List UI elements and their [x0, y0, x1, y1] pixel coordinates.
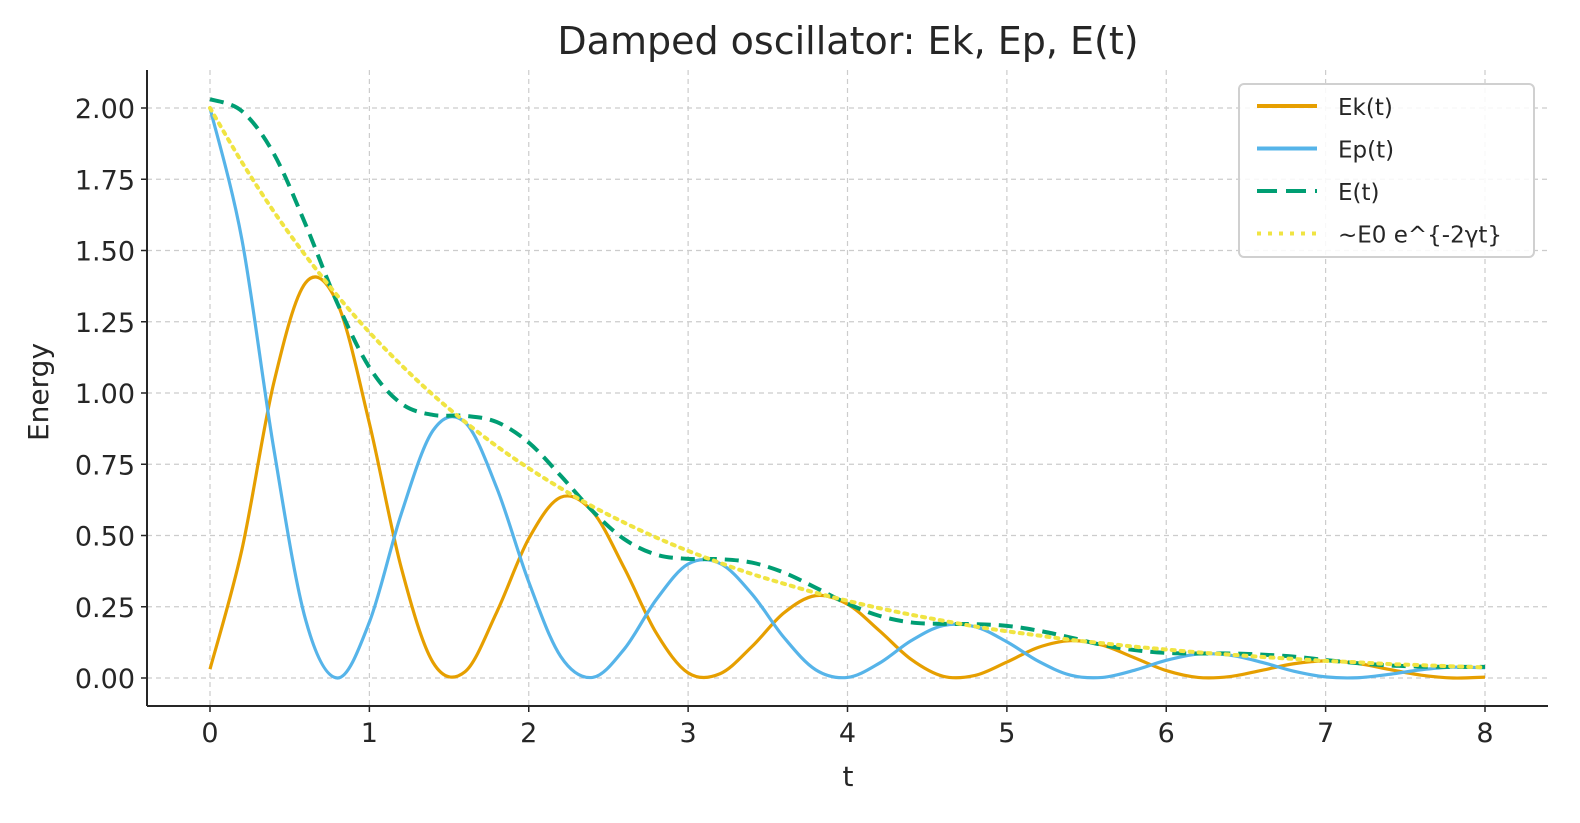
legend-box: [1238, 83, 1535, 258]
legend-label: Ek(t): [1338, 95, 1393, 121]
legend-label: ~E0 e^{-2γt}: [1338, 223, 1502, 249]
y-tick-label: 0.50: [75, 522, 135, 553]
y-tick-label: 1.00: [75, 379, 135, 410]
x-tick-label: 8: [1476, 718, 1493, 749]
envelope-line: [208, 106, 1487, 670]
x-tick-label: 0: [201, 718, 218, 749]
ep-line: [208, 107, 1486, 680]
x-tick-label: 3: [680, 718, 697, 749]
y-tick-label: 0.00: [75, 664, 135, 695]
ek-line: [208, 275, 1486, 680]
total-energy-line: [209, 97, 1486, 669]
legend-label: Ep(t): [1338, 138, 1394, 164]
x-tick-label: 1: [361, 718, 378, 749]
x-tick-label: 2: [520, 718, 537, 749]
x-tick-label: 5: [998, 718, 1015, 749]
axes: 0 1 2 3 4 5 6 7 8 0.00 0.25 0.50 0.75 1.00 1.25 1.50 1.7…: [75, 70, 1548, 749]
chart-title: Damped oscillator: Ek, Ep, E(t): [557, 19, 1138, 63]
x-tick-label: 7: [1317, 718, 1334, 749]
legend-label: E(t): [1338, 180, 1380, 206]
x-tick-label: 4: [839, 718, 856, 749]
x-tick-label: 6: [1158, 718, 1175, 749]
y-tick-label: 1.75: [75, 165, 135, 196]
grid: [147, 70, 1548, 706]
x-axis-label: t: [843, 760, 854, 793]
y-axis-label: Energy: [22, 343, 55, 441]
y-tick-label: 0.25: [75, 593, 135, 624]
series-lines: [208, 97, 1487, 680]
legend: Ek(t) Ep(t) E(t) ~E0 e^{-2γt}: [1238, 83, 1535, 258]
y-tick-label: 2.00: [75, 94, 135, 125]
y-tick-label: 1.25: [75, 308, 135, 339]
y-tick-label: 1.50: [75, 237, 135, 268]
y-tick-label: 0.75: [75, 450, 135, 481]
